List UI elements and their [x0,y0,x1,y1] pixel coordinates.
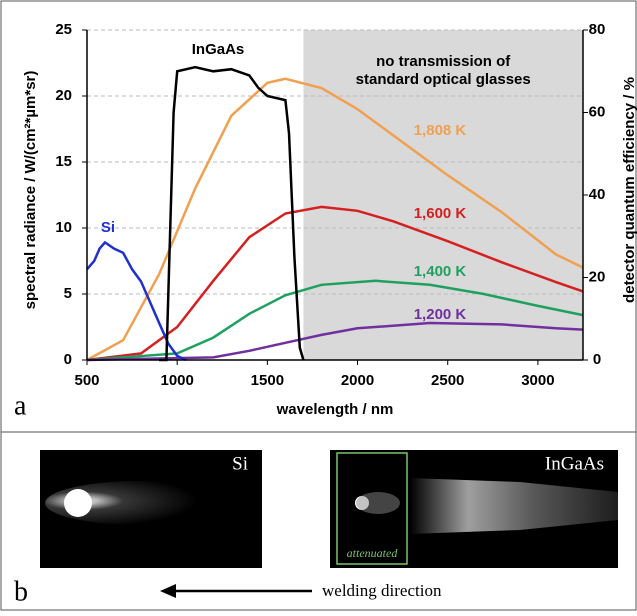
y-tick-label: 0 [64,351,72,368]
y2-tick-label: 80 [589,21,606,38]
series-label: 1,808 K [414,122,467,139]
y2-tick-label: 20 [589,268,606,285]
panel-label: b [14,576,28,607]
x-tick-label: 2000 [341,372,374,389]
series-line [86,321,584,362]
direction-label: welding direction [322,581,442,600]
panel-label: a [14,390,27,421]
annotation: no transmission of [376,53,511,70]
hotspot [64,489,92,517]
series-label: InGaAs [192,41,245,58]
series-line [86,279,584,362]
plume [356,492,400,514]
x-tick-label: 1000 [160,372,193,389]
series-label: 1,400 K [414,263,467,280]
y2-axis-title: detector quantum efficiency / % [621,77,637,303]
image-label: Si [232,453,248,474]
series-label: Si [101,219,115,236]
plume [45,481,235,525]
series-line [86,205,584,362]
y-tick-label: 15 [55,153,72,170]
series-label: 1,200 K [414,306,467,323]
y-tick-label: 25 [55,21,72,38]
plume [410,478,618,534]
arrow-head [160,584,176,598]
x-tick-label: 2500 [431,372,464,389]
x-tick-label: 500 [74,372,99,389]
annotation: standard optical glasses [356,71,531,88]
y2-tick-label: 0 [593,351,601,368]
series-label: 1,600 K [414,205,467,222]
y-tick-label: 20 [55,87,72,104]
y2-tick-label: 40 [589,186,606,203]
x-tick-label: 1500 [251,372,284,389]
y2-tick-label: 60 [589,103,606,120]
series-line [86,77,584,362]
y-tick-label: 5 [64,285,72,302]
x-tick-label: 3000 [521,372,554,389]
y-axis-title: spectral radiance / W/(cm²*µm*sr) [22,71,39,310]
y-tick-label: 10 [55,219,72,236]
series-line [159,65,305,362]
box-label: attenuated [347,546,399,560]
x-axis-title: wavelength / nm [276,401,394,418]
image-label: InGaAs [545,453,604,474]
series-line [86,240,187,362]
